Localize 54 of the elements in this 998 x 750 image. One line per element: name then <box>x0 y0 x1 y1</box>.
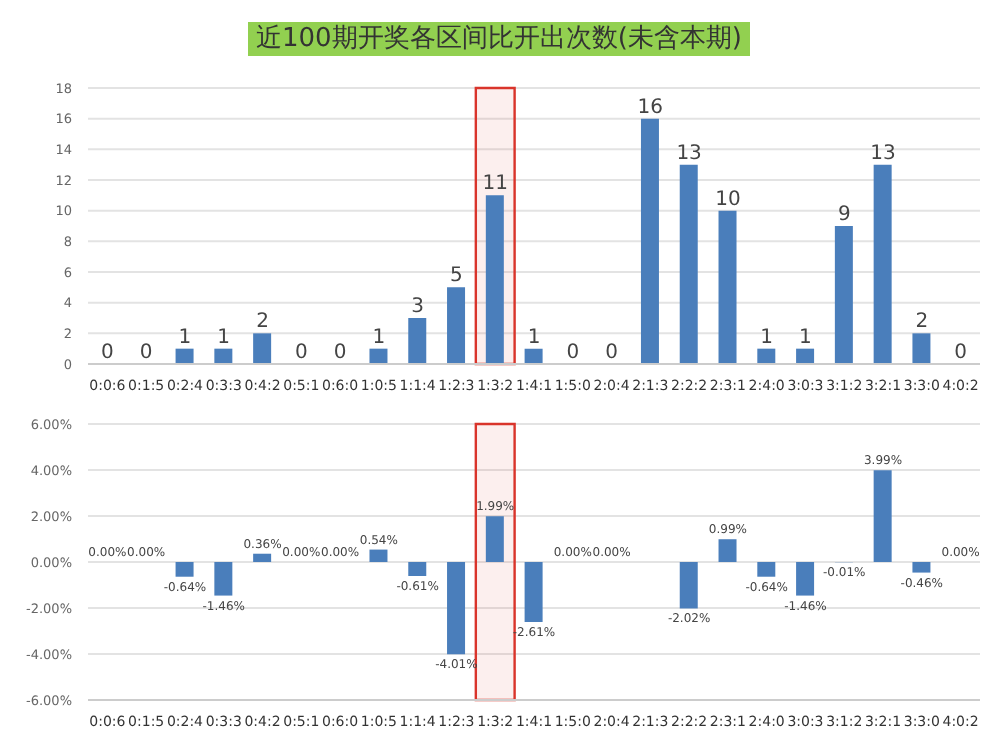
bar <box>757 562 776 577</box>
data-label: 1 <box>527 326 541 349</box>
bar <box>369 549 388 562</box>
data-label: 2 <box>915 311 929 334</box>
data-label: 1 <box>760 326 774 349</box>
data-label: 0 <box>566 342 580 364</box>
bar <box>369 348 388 364</box>
data-label: 5 <box>450 265 463 288</box>
bar <box>175 562 194 577</box>
data-label: 16 <box>637 96 664 119</box>
data-label: 0 <box>605 342 618 364</box>
data-label: 13 <box>870 142 896 165</box>
data-label: 3 <box>411 296 425 318</box>
bar <box>640 118 659 364</box>
bar <box>485 516 504 562</box>
data-label: 9 <box>837 204 851 226</box>
bar <box>834 226 853 364</box>
bar <box>408 318 427 364</box>
bar <box>175 348 194 364</box>
data-label: 10 <box>715 188 741 211</box>
chart-title: 近100期开奖各区间比开出次数(未含本期) <box>248 22 750 56</box>
bar <box>214 562 233 596</box>
data-label: 11 <box>482 173 508 196</box>
bar <box>447 287 466 364</box>
bar <box>679 562 698 609</box>
data-label: 1 <box>799 326 812 349</box>
data-label: 1 <box>217 326 231 349</box>
bar <box>679 164 698 364</box>
bar <box>485 195 504 364</box>
bar <box>524 562 543 623</box>
data-label: 0 <box>294 342 308 364</box>
bar <box>408 562 427 577</box>
bar <box>524 348 543 364</box>
bar <box>214 348 233 364</box>
data-label: 0 <box>333 342 347 364</box>
bar <box>873 470 892 562</box>
bar <box>718 210 737 364</box>
data-label: 2 <box>256 311 269 334</box>
bar <box>796 562 815 596</box>
bar <box>796 348 815 364</box>
bar <box>718 539 737 562</box>
data-label: 0 <box>101 342 114 364</box>
bar <box>873 164 892 364</box>
data-label: 1 <box>372 326 386 349</box>
bar <box>757 348 776 364</box>
data-label: 0 <box>954 342 967 364</box>
bar <box>253 333 272 364</box>
bar <box>447 562 466 655</box>
data-label: 1 <box>178 326 192 349</box>
bar <box>912 562 931 573</box>
bar <box>253 553 272 562</box>
data-label: 0 <box>139 342 153 364</box>
data-label: 13 <box>676 142 702 165</box>
bar <box>912 333 931 364</box>
